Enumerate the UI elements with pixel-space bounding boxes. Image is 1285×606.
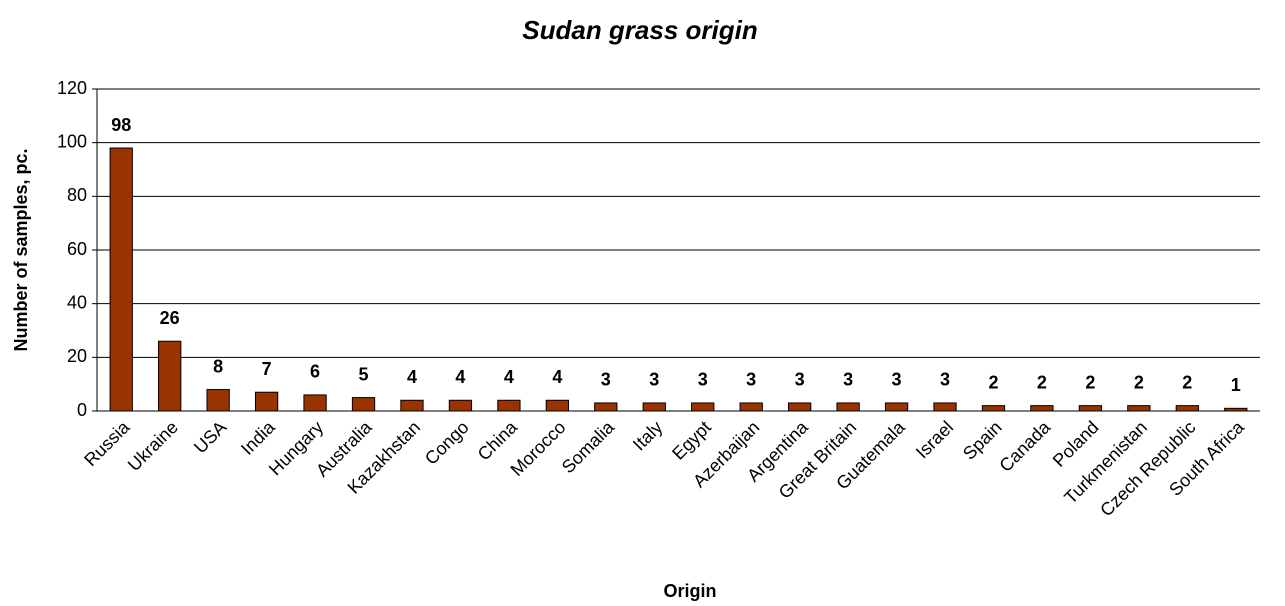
x-tick-label: Italy bbox=[629, 417, 666, 454]
value-label: 2 bbox=[988, 372, 998, 392]
y-tick-label: 120 bbox=[57, 78, 87, 98]
value-label: 2 bbox=[1134, 372, 1144, 392]
value-label: 4 bbox=[504, 367, 514, 387]
value-label: 7 bbox=[262, 359, 272, 379]
bar bbox=[981, 405, 1006, 412]
bar bbox=[1127, 405, 1151, 412]
x-tick-label: Congo bbox=[421, 417, 473, 469]
x-tick-label: Canada bbox=[995, 416, 1054, 475]
value-label: 3 bbox=[746, 370, 756, 390]
x-axis-title: Origin bbox=[664, 581, 717, 601]
x-tick-label: India bbox=[237, 416, 279, 458]
value-label: 1 bbox=[1231, 375, 1241, 395]
bar bbox=[109, 147, 133, 412]
value-label: 2 bbox=[1182, 372, 1192, 392]
bar bbox=[884, 402, 909, 412]
value-label: 98 bbox=[111, 115, 131, 135]
bar bbox=[1078, 405, 1103, 412]
value-label: 3 bbox=[940, 370, 950, 390]
value-label: 26 bbox=[160, 308, 180, 328]
value-label: 3 bbox=[795, 370, 805, 390]
y-tick-label: 20 bbox=[67, 346, 87, 366]
x-tick-label: Egypt bbox=[668, 417, 715, 464]
y-axis-title: Number of samples, pc. bbox=[11, 148, 31, 351]
bar bbox=[691, 402, 715, 412]
bar bbox=[400, 399, 424, 412]
value-label: 3 bbox=[843, 370, 853, 390]
bar bbox=[1224, 407, 1248, 412]
x-tick-label: Spain bbox=[959, 417, 1006, 464]
bar bbox=[206, 389, 230, 412]
bar bbox=[642, 402, 666, 412]
bar bbox=[254, 391, 279, 412]
bar bbox=[788, 402, 812, 412]
value-label: 3 bbox=[649, 370, 659, 390]
bar bbox=[545, 399, 569, 412]
value-label: 6 bbox=[310, 362, 320, 382]
value-label: 3 bbox=[698, 370, 708, 390]
y-tick-label: 0 bbox=[77, 400, 87, 420]
x-tick-label: Israel bbox=[912, 417, 957, 462]
chart-title: Sudan grass origin bbox=[522, 15, 758, 45]
value-label: 3 bbox=[601, 370, 611, 390]
x-tick-label: Somalia bbox=[558, 416, 619, 477]
bar bbox=[303, 394, 327, 412]
value-label: 4 bbox=[552, 367, 562, 387]
bar bbox=[351, 397, 376, 412]
value-label: 4 bbox=[455, 367, 465, 387]
bar bbox=[836, 402, 860, 412]
x-tick-label: USA bbox=[190, 417, 230, 457]
bar bbox=[448, 399, 473, 412]
bar bbox=[739, 402, 763, 412]
bar bbox=[158, 340, 182, 412]
bar bbox=[497, 399, 521, 412]
value-label: 3 bbox=[892, 370, 902, 390]
value-label: 5 bbox=[359, 364, 369, 384]
y-tick-label: 60 bbox=[67, 239, 87, 259]
y-tick-label: 80 bbox=[67, 185, 87, 205]
value-label: 2 bbox=[1085, 372, 1095, 392]
value-label: 4 bbox=[407, 367, 417, 387]
y-tick-label: 100 bbox=[57, 131, 87, 151]
value-label: 8 bbox=[213, 356, 223, 376]
bar bbox=[594, 402, 618, 412]
bar bbox=[1175, 405, 1199, 412]
bar bbox=[1030, 405, 1054, 412]
bar bbox=[933, 402, 957, 412]
x-tick-label: Ukraine bbox=[124, 417, 182, 475]
y-tick-label: 40 bbox=[67, 292, 87, 312]
value-label: 2 bbox=[1037, 372, 1047, 392]
